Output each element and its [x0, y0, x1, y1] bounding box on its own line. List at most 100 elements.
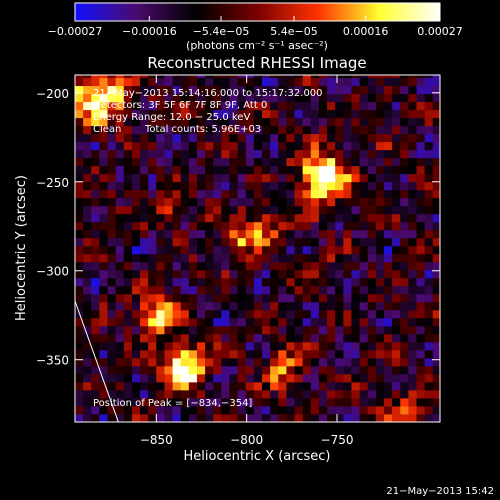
heatmap-pixel	[327, 141, 336, 151]
heatmap-pixel	[91, 245, 100, 255]
heatmap-pixel	[359, 413, 369, 422]
heatmap-pixel	[213, 293, 222, 303]
heatmap-pixel	[196, 133, 206, 143]
heatmap-pixel	[253, 117, 263, 127]
heatmap-pixel	[359, 237, 369, 247]
heatmap-pixel	[383, 181, 393, 191]
heatmap-pixel	[196, 173, 206, 183]
heatmap-pixel	[432, 261, 440, 271]
heatmap-pixel	[205, 205, 214, 215]
heatmap-pixel	[367, 405, 377, 415]
heatmap-pixel	[164, 301, 173, 311]
heatmap-pixel	[262, 269, 271, 279]
heatmap-pixel	[286, 357, 295, 367]
heatmap-pixel	[383, 173, 393, 183]
heatmap-pixel	[213, 269, 222, 279]
heatmap-pixel	[99, 341, 108, 351]
heatmap-pixel	[286, 77, 295, 87]
heatmap-pixel	[107, 141, 117, 151]
heatmap-pixel	[343, 173, 352, 183]
heatmap-pixel	[205, 277, 214, 287]
heatmap-pixel	[205, 109, 214, 119]
heatmap-pixel	[123, 389, 133, 399]
heatmap-pixel	[375, 373, 385, 383]
heatmap-pixel	[327, 117, 336, 127]
heatmap-pixel	[245, 181, 255, 191]
heatmap-pixel	[156, 349, 165, 359]
heatmap-pixel	[205, 173, 214, 183]
heatmap-pixel	[375, 85, 385, 95]
heatmap-pixel	[278, 189, 287, 199]
heatmap-pixel	[416, 285, 426, 295]
heatmap-pixel	[107, 405, 117, 415]
heatmap-pixel	[172, 165, 182, 175]
heatmap-pixel	[351, 373, 360, 383]
heatmap-pixel	[237, 301, 247, 311]
heatmap-pixel	[148, 301, 157, 311]
heatmap-pixel	[424, 341, 434, 351]
heatmap-pixel	[156, 381, 165, 391]
heatmap-pixel	[115, 237, 125, 247]
heatmap-pixel	[335, 229, 344, 239]
heatmap-pixel	[375, 125, 385, 135]
heatmap-pixel	[383, 349, 393, 359]
heatmap-pixel	[270, 77, 279, 87]
heatmap-pixel	[383, 133, 393, 143]
heatmap-pixel	[245, 253, 255, 263]
heatmap-pixel	[286, 301, 295, 311]
heatmap-pixel	[99, 309, 108, 319]
heatmap-pixel	[131, 245, 141, 255]
heatmap-pixel	[327, 149, 336, 159]
heatmap-pixel	[416, 277, 426, 287]
heatmap-pixel	[432, 75, 440, 79]
heatmap-pixel	[294, 365, 304, 375]
x-axis-label: Heliocentric X (arcsec)	[184, 449, 331, 464]
heatmap-pixel	[180, 75, 190, 79]
heatmap-pixel	[115, 253, 125, 263]
heatmap-pixel	[180, 285, 190, 295]
heatmap-pixel	[416, 301, 426, 311]
heatmap-pixel	[375, 261, 385, 271]
heatmap-pixel	[270, 205, 279, 215]
heatmap-pixel	[327, 413, 336, 422]
heatmap-pixel	[196, 301, 206, 311]
heatmap-pixel	[351, 309, 360, 319]
heatmap-pixel	[107, 221, 117, 231]
heatmap-pixel	[205, 317, 214, 327]
heatmap-pixel	[180, 141, 190, 151]
heatmap-pixel	[164, 381, 173, 391]
heatmap-pixel	[408, 245, 417, 255]
heatmap-pixel	[99, 181, 108, 191]
heatmap-pixel	[188, 181, 198, 191]
heatmap-pixel	[245, 213, 255, 223]
heatmap-pixel	[213, 357, 222, 367]
heatmap-pixel	[91, 293, 100, 303]
heatmap-pixel	[416, 261, 426, 271]
heatmap-pixel	[213, 213, 222, 223]
heatmap-pixel	[229, 117, 239, 127]
heatmap-pixel	[75, 373, 84, 383]
heatmap-pixel	[123, 253, 133, 263]
heatmap-pixel	[148, 253, 157, 263]
heatmap-pixel	[172, 245, 182, 255]
heatmap-pixel	[416, 365, 426, 375]
heatmap-pixel	[148, 157, 157, 167]
heatmap-pixel	[131, 341, 141, 351]
heatmap-pixel	[343, 413, 352, 422]
heatmap-pixel	[172, 325, 182, 335]
heatmap-pixel	[156, 213, 165, 223]
heatmap-pixel	[237, 277, 247, 287]
heatmap-pixel	[83, 157, 92, 167]
heatmap-pixel	[140, 141, 149, 151]
heatmap-pixel	[221, 109, 230, 119]
heatmap-pixel	[416, 317, 426, 327]
heatmap-pixel	[107, 213, 117, 223]
heatmap-pixel	[123, 293, 133, 303]
heatmap-pixel	[335, 181, 344, 191]
heatmap-pixel	[424, 301, 434, 311]
heatmap-pixel	[156, 165, 165, 175]
heatmap-pixel	[424, 141, 434, 151]
heatmap-pixel	[400, 309, 409, 319]
heatmap-pixel	[229, 333, 239, 343]
heatmap-pixel	[400, 237, 409, 247]
